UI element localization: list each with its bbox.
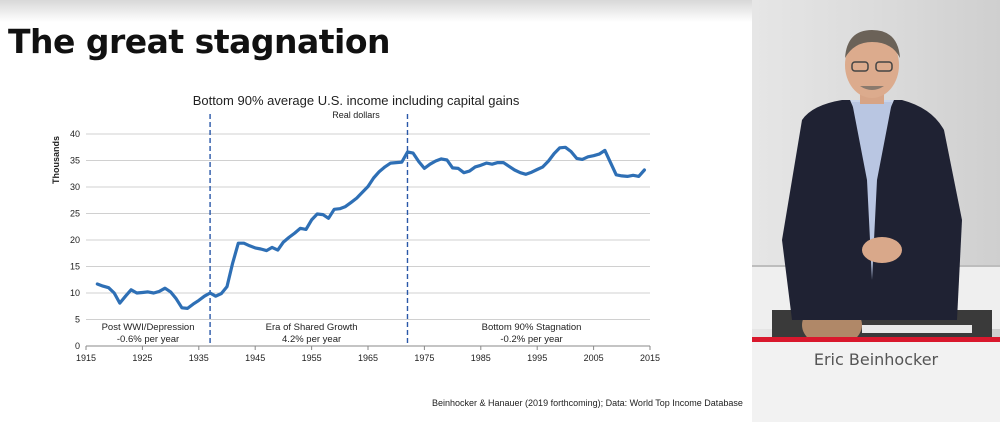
speaker-video: Eric Beinhocker xyxy=(752,0,1000,422)
y-tick-label: 30 xyxy=(70,182,80,192)
speaker-beard xyxy=(860,86,884,90)
chart-title: Bottom 90% average U.S. income including… xyxy=(193,93,520,108)
slide-title: The great stagnation xyxy=(8,22,391,61)
papers xyxy=(862,325,972,333)
chart-subtitle: Real dollars xyxy=(332,110,380,120)
x-tick-label: 1935 xyxy=(189,353,209,363)
y-axis-label: Thousands xyxy=(51,136,61,184)
x-tick-label: 2015 xyxy=(640,353,660,363)
era-label: Bottom 90% Stagnation xyxy=(482,322,582,333)
era-dividers xyxy=(209,114,409,346)
lower-third xyxy=(752,342,1000,422)
y-tick-label: 5 xyxy=(75,315,80,325)
x-tick-label: 1925 xyxy=(132,353,152,363)
x-tick-label: 2005 xyxy=(584,353,604,363)
speaker-hands xyxy=(862,237,902,263)
chart-gridlines xyxy=(86,133,650,347)
speaker-name: Eric Beinhocker xyxy=(813,350,939,369)
y-tick-label: 0 xyxy=(75,341,80,351)
x-tick-label: 1945 xyxy=(245,353,265,363)
x-tick-label: 1985 xyxy=(471,353,491,363)
speaker-head xyxy=(845,32,899,98)
presentation-slide: The great stagnation 0 5 10 15 20 25 30 35 40 191… xyxy=(0,0,752,408)
x-tick-label: 1955 xyxy=(302,353,322,363)
speaker-hair xyxy=(845,30,900,58)
x-tick-label: 1915 xyxy=(76,353,96,363)
lower-third-accent xyxy=(752,337,1000,342)
era-rate: -0.6% per year xyxy=(117,334,179,345)
era-label: Post WWI/Depression xyxy=(102,322,195,333)
income-line-chart: 0 5 10 15 20 25 30 35 40 1915 1925 1935 1945 1955 1965… xyxy=(51,93,660,363)
source-citation: Beinhocker & Hanauer (2019 forthcoming);… xyxy=(432,398,743,408)
income-series-line xyxy=(95,145,647,310)
era-rate: 4.2% per year xyxy=(282,334,341,345)
y-tick-label: 15 xyxy=(70,262,80,272)
glasses-icon xyxy=(851,61,869,72)
chart-axes: 0 5 10 15 20 25 30 35 40 1915 1925 1935 1945 1955 1965… xyxy=(70,129,660,363)
x-tick-label: 1975 xyxy=(414,353,434,363)
x-tick-label: 1965 xyxy=(358,353,378,363)
era-rate: -0.2% per year xyxy=(500,334,562,345)
y-tick-label: 10 xyxy=(70,288,80,298)
slide-top-shade xyxy=(0,0,752,22)
era-label: Era of Shared Growth xyxy=(266,322,358,333)
chart-series xyxy=(95,145,647,310)
y-tick-label: 35 xyxy=(70,156,80,166)
glasses-icon-right xyxy=(875,61,893,72)
speaker-shirt-front xyxy=(852,102,892,280)
speaker-figure xyxy=(772,30,992,340)
y-tick-label: 25 xyxy=(70,209,80,219)
chart-labels: Bottom 90% average U.S. income including… xyxy=(51,93,581,345)
y-tick-label: 20 xyxy=(70,235,80,245)
x-tick-label: 1995 xyxy=(527,353,547,363)
y-tick-label: 40 xyxy=(70,129,80,139)
